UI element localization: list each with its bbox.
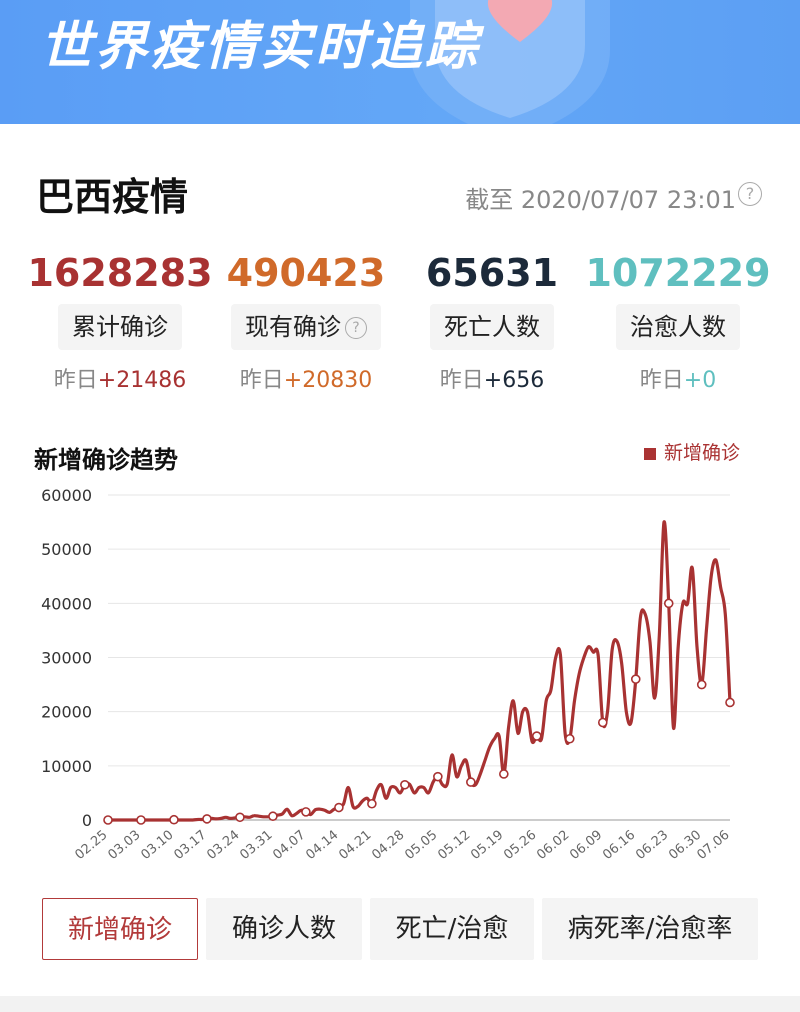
x-tick-label: 04.14 xyxy=(303,828,341,863)
stat-value: 490423 xyxy=(226,251,386,295)
shield-icon xyxy=(410,0,610,124)
x-tick-label: 06.16 xyxy=(600,828,638,863)
page-title: 巴西疫情 xyxy=(36,175,189,219)
x-tick-label: 03.24 xyxy=(204,828,242,863)
data-point xyxy=(564,733,575,744)
stat-label: 治愈人数 xyxy=(616,304,740,350)
stat-label: 死亡人数 xyxy=(430,304,554,350)
help-icon[interactable]: ? xyxy=(345,317,367,339)
stat-delta: 昨日+656 xyxy=(439,368,545,393)
data-point xyxy=(367,798,377,809)
data-point xyxy=(235,812,245,823)
y-tick-label: 10000 xyxy=(41,757,92,776)
x-tick-label: 06.23 xyxy=(633,828,671,863)
x-tick-label: 03.10 xyxy=(138,828,176,863)
stat-value: 1628283 xyxy=(27,251,213,295)
data-point xyxy=(334,802,344,813)
heart-icon xyxy=(488,0,552,42)
stat-value: 1072229 xyxy=(585,251,771,295)
data-point xyxy=(532,731,542,741)
header-banner: 世界疫情实时追踪 xyxy=(0,0,800,124)
x-tick-label: 03.03 xyxy=(105,828,143,863)
x-tick-label: 03.31 xyxy=(237,828,275,863)
x-tick-label: 04.21 xyxy=(336,828,374,863)
data-point xyxy=(202,814,212,824)
stat-deaths: 65631 死亡人数 昨日+656 xyxy=(392,250,592,394)
y-tick-label: 60000 xyxy=(41,486,92,505)
data-point xyxy=(499,769,509,779)
trend-title: 新增确诊趋势 xyxy=(34,446,178,474)
stat-current-confirmed: 490423 现有确诊? 昨日+20830 xyxy=(206,250,406,394)
banner-title: 世界疫情实时追踪 xyxy=(40,17,481,77)
tab-deaths-recovered[interactable]: 死亡/治愈 xyxy=(370,898,534,960)
x-tick-label: 04.28 xyxy=(369,828,407,863)
data-point xyxy=(663,598,674,609)
data-point xyxy=(466,777,476,787)
stat-delta: 昨日+20830 xyxy=(239,368,373,393)
data-point xyxy=(400,779,410,790)
chart-legend[interactable]: 新增确诊 xyxy=(643,438,740,465)
stat-total-confirmed: 1628283 累计确诊 昨日+21486 xyxy=(20,250,220,394)
y-tick-label: 50000 xyxy=(41,540,92,559)
data-point xyxy=(696,679,707,690)
x-tick-label: 06.02 xyxy=(534,828,572,863)
x-tick-label: 05.19 xyxy=(468,828,506,863)
legend-swatch xyxy=(643,447,656,460)
stat-recovered: 1072229 治愈人数 昨日+0 xyxy=(578,250,778,394)
data-point xyxy=(597,717,608,728)
trend-chart[interactable]: 0 10000 20000 30000 40000 50000 60000 02.2503.0… xyxy=(0,480,800,890)
x-tick-label: 02.25 xyxy=(72,828,110,863)
stat-value: 65631 xyxy=(425,251,559,295)
tab-confirmed-total[interactable]: 确诊人数 xyxy=(206,898,362,960)
tab-fatality-recovery-rate[interactable]: 病死率/治愈率 xyxy=(542,898,758,960)
x-tick-label: 06.09 xyxy=(567,828,605,863)
series-line-new-confirmed xyxy=(108,520,732,822)
x-tick-label: 05.05 xyxy=(402,828,440,863)
stat-label: 累计确诊 xyxy=(58,304,182,350)
x-tick-label: 04.07 xyxy=(270,828,308,863)
y-tick-label: 30000 xyxy=(41,649,92,668)
data-point xyxy=(136,815,146,825)
data-point xyxy=(169,814,179,825)
update-time: 截至 2020/07/07 23:01 xyxy=(465,186,736,214)
x-tick-label: 03.17 xyxy=(171,828,209,863)
data-point xyxy=(630,674,641,684)
y-tick-label: 20000 xyxy=(41,703,92,722)
data-point xyxy=(103,815,113,825)
bottom-divider xyxy=(0,996,800,1012)
help-icon[interactable]: ? xyxy=(738,182,762,206)
stat-label[interactable]: 现有确诊? xyxy=(231,304,381,350)
x-tick-label: 05.12 xyxy=(435,828,473,863)
y-tick-label: 0 xyxy=(82,811,92,830)
data-point xyxy=(725,697,735,708)
stat-delta: 昨日+21486 xyxy=(53,368,187,393)
y-tick-label: 40000 xyxy=(41,594,92,613)
data-point xyxy=(433,771,443,782)
x-tick-label: 07.06 xyxy=(694,828,732,863)
tab-new-confirmed[interactable]: 新增确诊 xyxy=(42,898,198,960)
data-point xyxy=(268,811,278,822)
stat-delta: 昨日+0 xyxy=(639,368,717,393)
data-point xyxy=(301,807,311,817)
x-tick-label: 05.26 xyxy=(501,828,539,863)
